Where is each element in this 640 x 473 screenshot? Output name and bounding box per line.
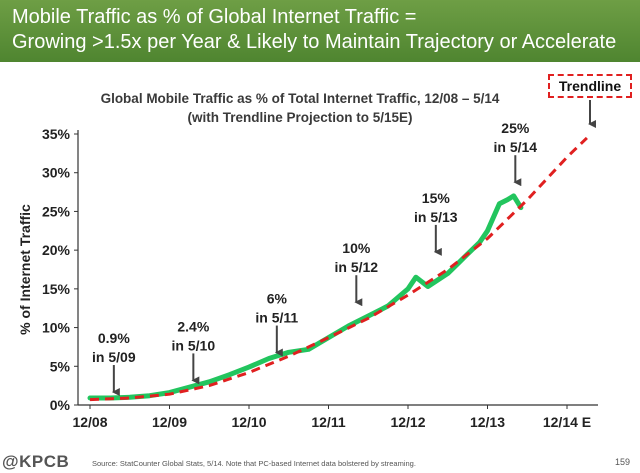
x-tick-label: 12/11	[311, 414, 345, 430]
annotation-label: 6%	[267, 291, 288, 307]
slide-header: Mobile Traffic as % of Global Internet T…	[0, 0, 640, 62]
y-tick-label: 35%	[42, 126, 71, 142]
series-trendline	[89, 136, 588, 402]
annotation-label: 25%	[501, 120, 530, 136]
y-tick-label: 10%	[42, 320, 71, 336]
x-tick-label: 12/10	[231, 414, 266, 430]
annotation-label: in 5/13	[414, 209, 458, 225]
y-axis-label: % of Internet Traffic	[17, 204, 33, 335]
x-tick-label: 12/14 E	[543, 414, 591, 430]
source-note: Source: StatCounter Global Stats, 5/14. …	[92, 459, 416, 468]
x-tick-label: 12/08	[72, 414, 107, 430]
kpcb-logo: @KPCB	[2, 452, 70, 471]
slide-title-line2: Growing >1.5x per Year & Likely to Maint…	[12, 31, 617, 53]
y-tick-label: 25%	[42, 203, 71, 219]
series-mobile-traffic-line	[87, 193, 524, 401]
annotation-label: 0.9%	[98, 330, 130, 346]
trendline-callout: Trendline	[548, 74, 632, 98]
annotation-label: in 5/10	[172, 337, 216, 353]
annotation-label: in 5/12	[335, 259, 379, 275]
annotation-label: 15%	[422, 190, 451, 206]
slide-title-line1: Mobile Traffic as % of Global Internet T…	[12, 6, 417, 28]
y-tick-label: 15%	[42, 281, 71, 297]
annotation-label: in 5/09	[92, 349, 136, 365]
y-tick-label: 20%	[42, 242, 71, 258]
chart-subtitle: (with Trendline Projection to 5/15E)	[187, 110, 413, 125]
x-tick-label: 12/12	[390, 414, 425, 430]
page-number: 159	[614, 457, 630, 467]
y-tick-label: 0%	[50, 397, 71, 413]
chart-title: Global Mobile Traffic as % of Total Inte…	[100, 91, 500, 106]
annotation-label: in 5/14	[494, 139, 538, 155]
annotation-label: 2.4%	[177, 318, 209, 334]
annotation-label: 10%	[342, 240, 371, 256]
x-tick-label: 12/09	[152, 414, 187, 430]
x-tick-label: 12/13	[470, 414, 505, 430]
chart-title-block: Global Mobile Traffic as % of Total Inte…	[40, 89, 560, 127]
y-tick-label: 5%	[50, 358, 71, 374]
annotation-label: in 5/11	[255, 310, 298, 326]
y-tick-label: 30%	[42, 165, 71, 181]
